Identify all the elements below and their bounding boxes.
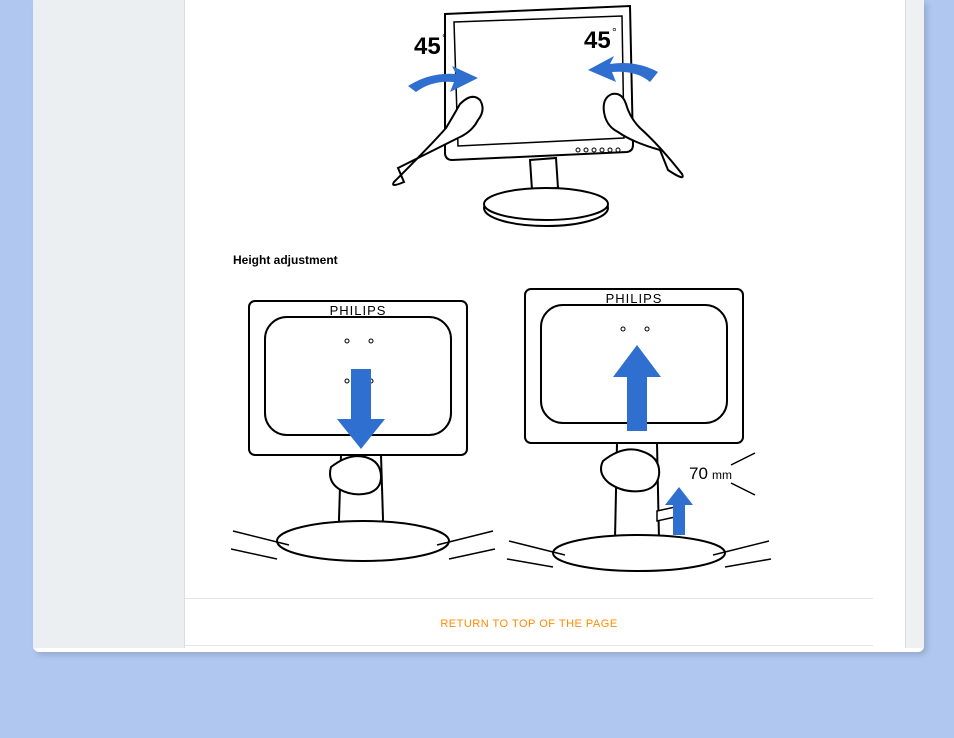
degree-mark-left: °: [442, 31, 447, 45]
degree-mark-right: °: [612, 25, 617, 39]
return-to-top-link[interactable]: RETURN TO TOP OF THE PAGE: [185, 618, 873, 630]
height-adjust-diagram: PHILIPS: [231, 283, 791, 573]
divider-bottom: [185, 645, 873, 646]
brand-label-left: PHILIPS: [330, 303, 387, 318]
travel-value: 70: [689, 464, 708, 483]
left-sidebar: [33, 0, 185, 648]
swivel-angle-left: 45: [414, 33, 441, 60]
brand-label-right: PHILIPS: [606, 291, 663, 306]
swivel-diagram: 45 ° 45 °: [360, 0, 690, 232]
height-adjustment-heading: Height adjustment: [233, 253, 338, 267]
main-content: 45 ° 45 ° Height adjustment: [185, 0, 873, 648]
swivel-angle-right: 45: [584, 27, 611, 54]
travel-unit: mm: [712, 468, 732, 482]
return-to-top-anchor[interactable]: RETURN TO TOP OF THE PAGE: [440, 618, 617, 630]
document-card: 45 ° 45 ° Height adjustment: [33, 0, 924, 652]
divider: [185, 598, 873, 599]
scrollbar-track[interactable]: [905, 0, 924, 648]
